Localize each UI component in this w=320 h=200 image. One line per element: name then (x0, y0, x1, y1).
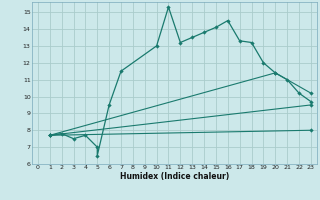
X-axis label: Humidex (Indice chaleur): Humidex (Indice chaleur) (120, 172, 229, 181)
